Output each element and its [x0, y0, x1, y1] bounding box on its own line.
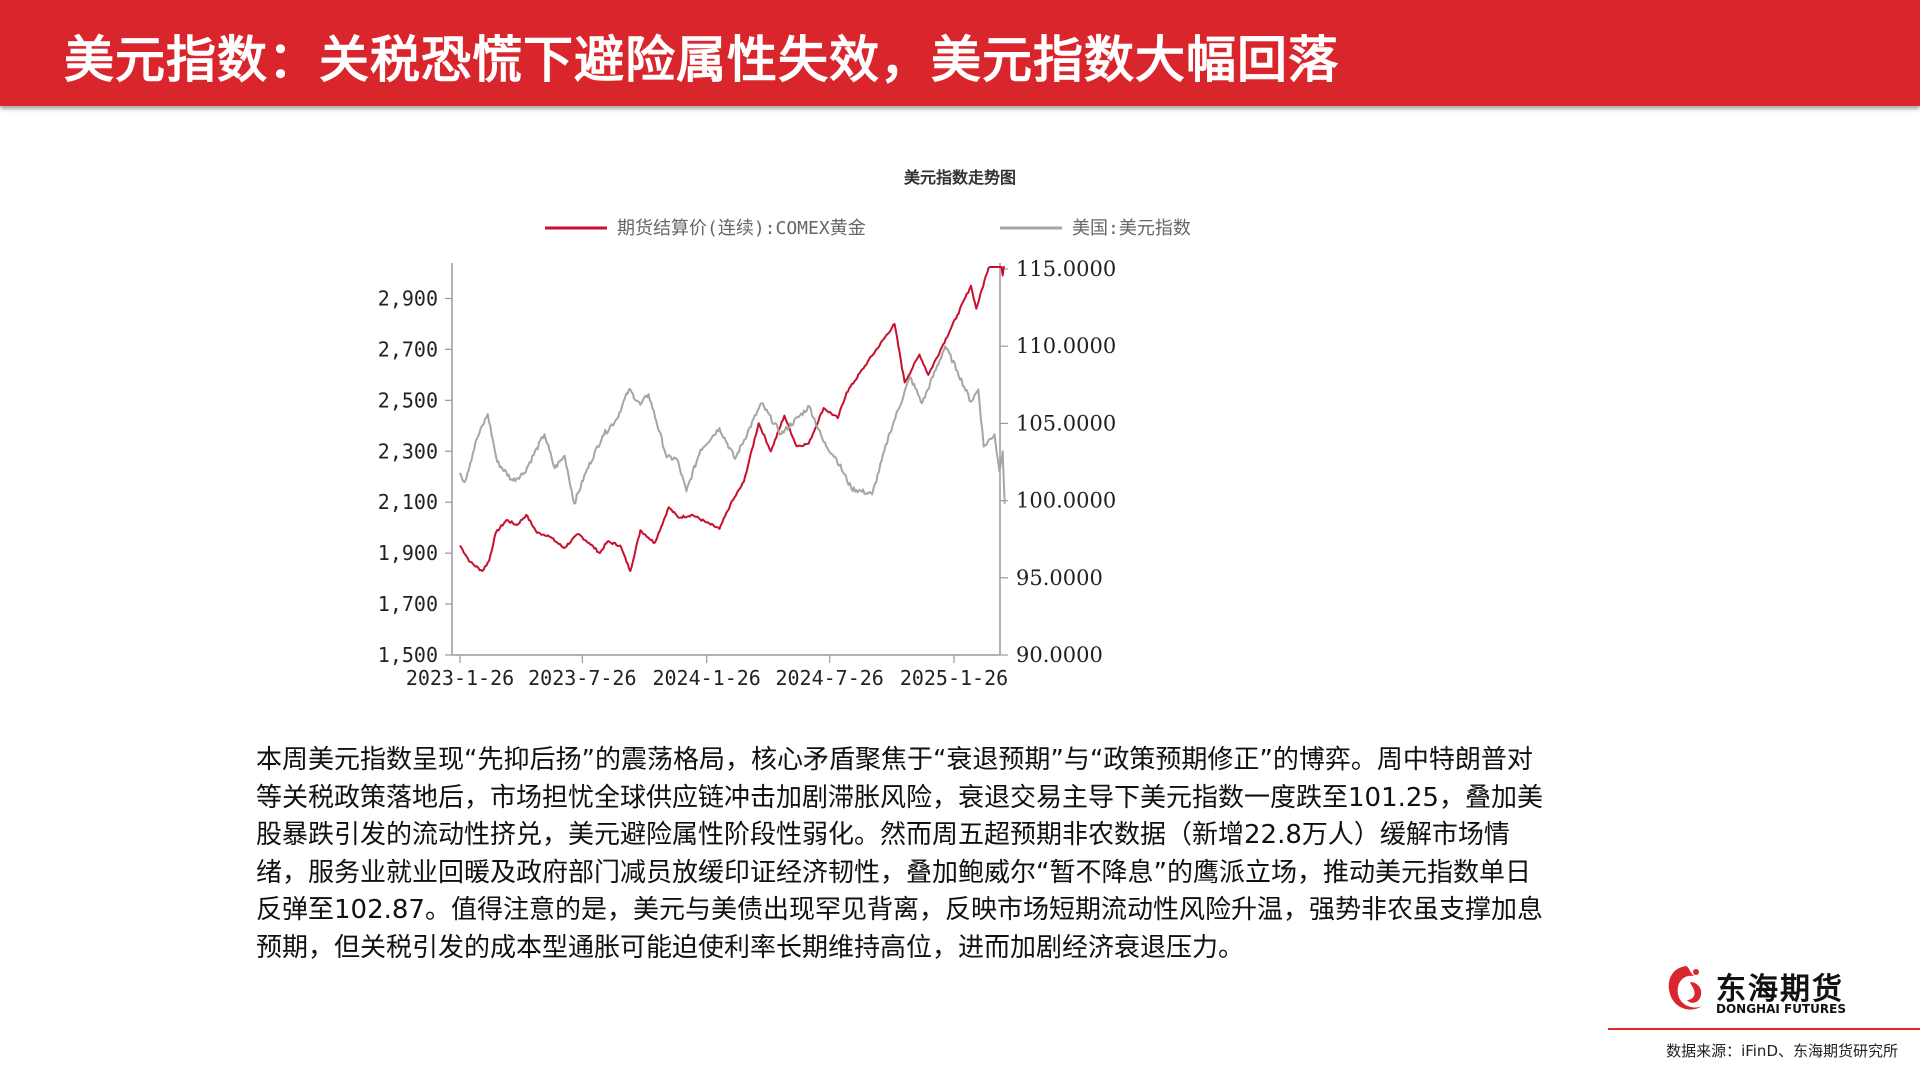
- right-y-tick-label: 90.0000: [1016, 643, 1103, 667]
- legend-label-dollar-index: 美国:美元指数: [1072, 218, 1191, 239]
- left-y-tick-label: 1,700: [378, 592, 438, 616]
- right-y-tick-label: 100.0000: [1016, 489, 1116, 513]
- company-logo: 东海期货 DONGHAI FUTURES: [1660, 960, 1860, 1020]
- left-y-tick-label: 1,900: [378, 541, 438, 565]
- right-y-tick-label: 115.0000: [1016, 257, 1116, 281]
- right-y-tick-label: 110.0000: [1016, 334, 1116, 358]
- line-chart: 1,500 1,700 1,900 2,100 2,300 2,500 2,700 2,900…: [378, 218, 1191, 690]
- left-y-tick-label: 2,700: [378, 337, 438, 361]
- left-y-tick-label: 2,300: [378, 439, 438, 463]
- header-banner: 美元指数：关税恐慌下避险属性失效，美元指数大幅回落: [0, 0, 1920, 106]
- footer-divider: [1608, 1028, 1920, 1030]
- x-tick-label: 2024-1-26: [652, 666, 760, 690]
- x-tick-label: 2025-1-26: [900, 666, 1008, 690]
- dragon-logo-icon: [1668, 966, 1702, 1010]
- right-y-tick-label: 95.0000: [1016, 566, 1103, 590]
- gold-price-series-line: [459, 266, 1005, 572]
- dollar-index-series-line: [459, 345, 1006, 505]
- x-tick-label: 2023-7-26: [528, 666, 636, 690]
- commentary-paragraph: 本周美元指数呈现“先抑后扬”的震荡格局，核心矛盾聚焦于“衰退预期”与“政策预期修…: [256, 745, 1543, 963]
- left-y-tick-label: 2,100: [378, 490, 438, 514]
- legend-label-gold: 期货结算价(连续):COMEX黄金: [617, 218, 866, 239]
- left-y-tick-label: 1,500: [378, 643, 438, 667]
- x-tick-label: 2024-7-26: [775, 666, 883, 690]
- page-title: 美元指数：关税恐慌下避险属性失效，美元指数大幅回落: [64, 31, 1339, 89]
- data-source-note: 数据来源：iFinD、东海期货研究所: [1666, 1042, 1898, 1060]
- chart-title: 美元指数走势图: [903, 168, 1016, 187]
- right-y-tick-label: 105.0000: [1016, 411, 1116, 435]
- left-y-tick-label: 2,900: [378, 286, 438, 310]
- x-tick-label: 2023-1-26: [406, 666, 514, 690]
- left-y-tick-label: 2,500: [378, 388, 438, 412]
- logo-chinese-name: 东海期货: [1716, 972, 1844, 1007]
- logo-english-name: DONGHAI FUTURES: [1716, 1002, 1846, 1016]
